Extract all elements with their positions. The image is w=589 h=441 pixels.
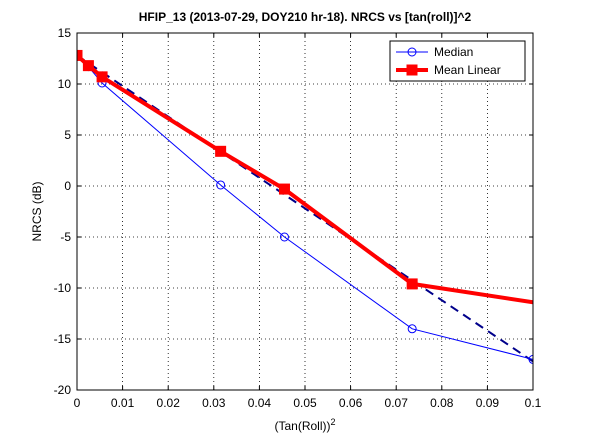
plot-area [77, 33, 533, 390]
x-tick-label: 0.08 [430, 396, 454, 410]
y-tick-label: 5 [64, 128, 71, 142]
median-point [279, 232, 289, 242]
legend-label: Median [434, 45, 473, 59]
x-axis-label-text: (Tan(Roll)) [274, 419, 330, 433]
x-tick-label: 0.04 [248, 396, 272, 410]
y-tick-label: 10 [58, 77, 72, 91]
x-tick-label: 0.09 [476, 396, 500, 410]
series-group [77, 49, 533, 305]
x-tick-label: 0.06 [339, 396, 363, 410]
axis-ticks: 0 0.01 0.02 0.03 0.04 0.05 0.06 0.07 0.08 0.09 0.1… [54, 26, 542, 410]
x-tick-label: 0.03 [202, 396, 226, 410]
median-point [216, 180, 226, 190]
x-axis-label: (Tan(Roll))2 [274, 417, 335, 433]
x-axis-label-superscript: 2 [331, 417, 336, 427]
y-tick-label: -5 [60, 230, 71, 244]
y-tick-label: -15 [54, 332, 72, 346]
legend-mean-linear-swatch-marker [406, 64, 418, 76]
mean-linear-point [215, 145, 227, 157]
x-tick-label: 0.01 [111, 396, 135, 410]
series-group [77, 54, 533, 363]
x-tick-label: 0.02 [157, 396, 181, 410]
legend-label: Mean Linear [434, 63, 501, 77]
y-axis-label: NRCS (dB) [30, 181, 44, 241]
x-tick-label: 0 [74, 396, 81, 410]
series-layer [77, 49, 533, 364]
mean-linear-point [278, 183, 290, 195]
median-point [528, 354, 533, 364]
y-tick-label: -10 [54, 281, 72, 295]
chart-title: HFIP_13 (2013-07-29, DOY210 hr-18). NRCS… [139, 10, 472, 24]
x-tick-label: 0.05 [293, 396, 317, 410]
mean-linear-point [82, 60, 94, 72]
y-tick-label: -20 [54, 383, 72, 397]
y-tick-label: 15 [58, 26, 72, 40]
x-tick-label: 0.07 [385, 396, 409, 410]
mean-linear-point [406, 278, 418, 290]
mean-linear-point [77, 49, 83, 61]
legend: Median Mean Linear [389, 40, 526, 82]
grid-lines [77, 33, 533, 390]
legend-median-swatch-marker [407, 47, 417, 57]
x-tick-label: 0.1 [525, 396, 542, 410]
fit-dashed-line [77, 54, 533, 363]
y-tick-label: 0 [64, 179, 71, 193]
mean-linear-point [96, 71, 108, 83]
median-point [407, 324, 417, 334]
